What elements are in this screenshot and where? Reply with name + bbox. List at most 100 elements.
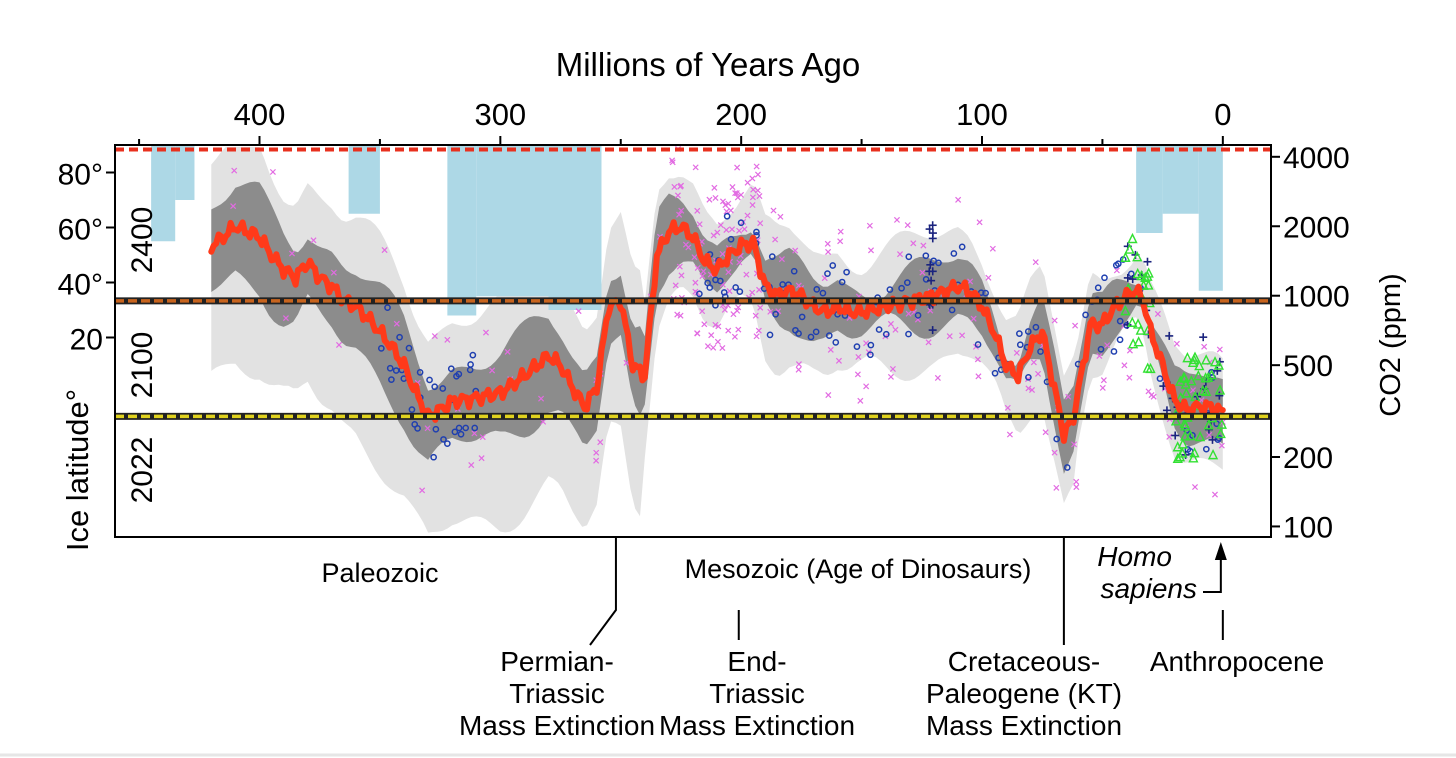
proxy-circle-marker	[792, 326, 799, 334]
proxy-cross-marker	[824, 240, 831, 247]
proxy-triangle-marker	[1135, 324, 1146, 335]
proxy-circle-marker	[455, 370, 463, 378]
proxy-cross-marker	[736, 227, 743, 234]
proxy-cross-marker	[910, 240, 917, 247]
proxy-circle-marker	[982, 289, 989, 297]
proxy-circle-marker	[812, 328, 820, 336]
proxy-circle-marker	[1025, 373, 1032, 381]
homo-sapiens-label: Homo	[1097, 541, 1172, 572]
proxy-circle-marker	[727, 235, 735, 243]
proxy-circle-marker	[875, 326, 883, 333]
proxy-circle-marker	[388, 376, 395, 383]
proxy-cross-marker	[970, 315, 977, 322]
reference-line	[115, 412, 1271, 420]
event-label: Mass Extinction	[659, 710, 855, 741]
proxy-triangle-marker	[1132, 251, 1143, 262]
proxy-cross-marker	[682, 241, 689, 248]
proxy-cross-marker	[955, 196, 962, 203]
proxy-circle-marker	[462, 424, 470, 432]
proxy-circle-marker	[1097, 345, 1105, 353]
proxy-cross-marker	[772, 236, 779, 243]
proxy-cross-marker	[694, 264, 701, 271]
proxy-triangle-marker	[1194, 359, 1205, 371]
proxy-cross-marker	[754, 171, 762, 178]
proxy-cross-marker	[1154, 310, 1161, 317]
proxy-triangle-marker	[1177, 447, 1188, 458]
proxy-cross-marker	[708, 332, 715, 339]
proxy-cross-marker	[677, 182, 685, 189]
proxy-triangle-marker	[1193, 370, 1204, 381]
proxy-cross-marker	[837, 228, 844, 235]
proxy-circle-marker	[471, 424, 479, 432]
proxy-cross-marker	[866, 222, 873, 229]
latitude-tick-label: 20	[70, 324, 103, 357]
event-label: Cretaceous-	[948, 646, 1101, 677]
proxy-cross-marker	[692, 164, 699, 171]
proxy-cross-marker	[792, 247, 799, 254]
proxy-plus-marker	[1215, 391, 1224, 400]
proxy-cross-marker	[719, 250, 726, 257]
proxy-triangle-marker	[1182, 352, 1193, 363]
proxy-cross-marker	[749, 194, 756, 201]
proxy-cross-marker	[736, 259, 743, 266]
proxy-cross-marker	[1218, 442, 1225, 449]
proxy-cross-marker	[712, 194, 719, 201]
proxy-cross-marker	[738, 191, 745, 198]
proxy-circle-marker	[426, 376, 433, 384]
proxy-circle-marker	[1094, 284, 1102, 292]
proxy-cross-marker	[504, 348, 511, 355]
proxy-cross-marker	[725, 200, 732, 207]
proxy-plus-marker	[1199, 333, 1208, 342]
proxy-cross-marker	[1211, 491, 1219, 498]
proxy-cross-marker	[728, 226, 736, 233]
proxy-cross-marker	[538, 395, 545, 402]
proxy-cross-marker	[699, 273, 706, 280]
proxy-cross-marker	[444, 336, 451, 343]
proxy-cross-marker	[795, 366, 802, 373]
proxy-cross-marker	[540, 418, 547, 425]
proxy-circle-marker	[1202, 445, 1210, 453]
proxy-triangle-marker	[1203, 371, 1214, 383]
proxy-circle-marker	[392, 367, 400, 374]
proxy-circle-marker	[377, 345, 385, 352]
event-label: Triassic	[509, 678, 604, 709]
proxy-cross-marker	[719, 198, 726, 205]
proxy-cross-marker	[393, 320, 400, 327]
proxy-cross-marker	[482, 329, 489, 336]
ice-extent-bar	[548, 146, 602, 310]
proxy-circle-marker	[696, 290, 703, 298]
era-label-paleozoic: Paleozoic	[321, 558, 438, 588]
proxy-triangle-marker	[1145, 362, 1156, 374]
proxy-circle-marker	[1112, 261, 1120, 269]
proxy-cross-marker	[734, 307, 741, 314]
proxy-circle-marker	[843, 268, 850, 276]
proxy-circle-marker	[1110, 348, 1118, 355]
proxy-circle-marker	[1037, 348, 1044, 355]
ice-extent-bar	[175, 146, 195, 200]
proxy-cross-marker	[674, 311, 681, 318]
proxy-circle-marker	[455, 424, 463, 432]
inner-confidence-band	[211, 181, 1223, 474]
proxy-cross-marker	[1191, 483, 1199, 491]
x-tick-label: 300	[474, 97, 526, 132]
proxy-triangle-marker	[1127, 316, 1138, 327]
event-label: Paleogene (KT)	[926, 678, 1122, 709]
proxy-cross-marker	[731, 333, 738, 340]
proxy-triangle-marker	[1185, 430, 1196, 441]
proxy-circle-marker	[1156, 375, 1164, 382]
proxy-plus-marker	[928, 326, 937, 335]
x-tick-label: 400	[234, 97, 286, 132]
proxy-circle-marker	[807, 333, 815, 341]
proxy-cross-marker	[1126, 347, 1133, 354]
proxy-cross-marker	[694, 330, 701, 337]
proxy-cross-marker	[288, 250, 296, 257]
proxy-cross-marker	[726, 288, 733, 295]
proxy-circle-marker	[732, 284, 740, 291]
proxy-cross-marker	[710, 232, 717, 239]
proxy-cross-marker	[744, 179, 751, 186]
proxy-triangle-marker	[1170, 415, 1182, 426]
proxy-cross-marker	[282, 315, 289, 322]
proxy-cross-marker	[744, 212, 751, 219]
proxy-triangle-marker	[1120, 305, 1131, 316]
proxy-cross-marker	[946, 333, 953, 340]
